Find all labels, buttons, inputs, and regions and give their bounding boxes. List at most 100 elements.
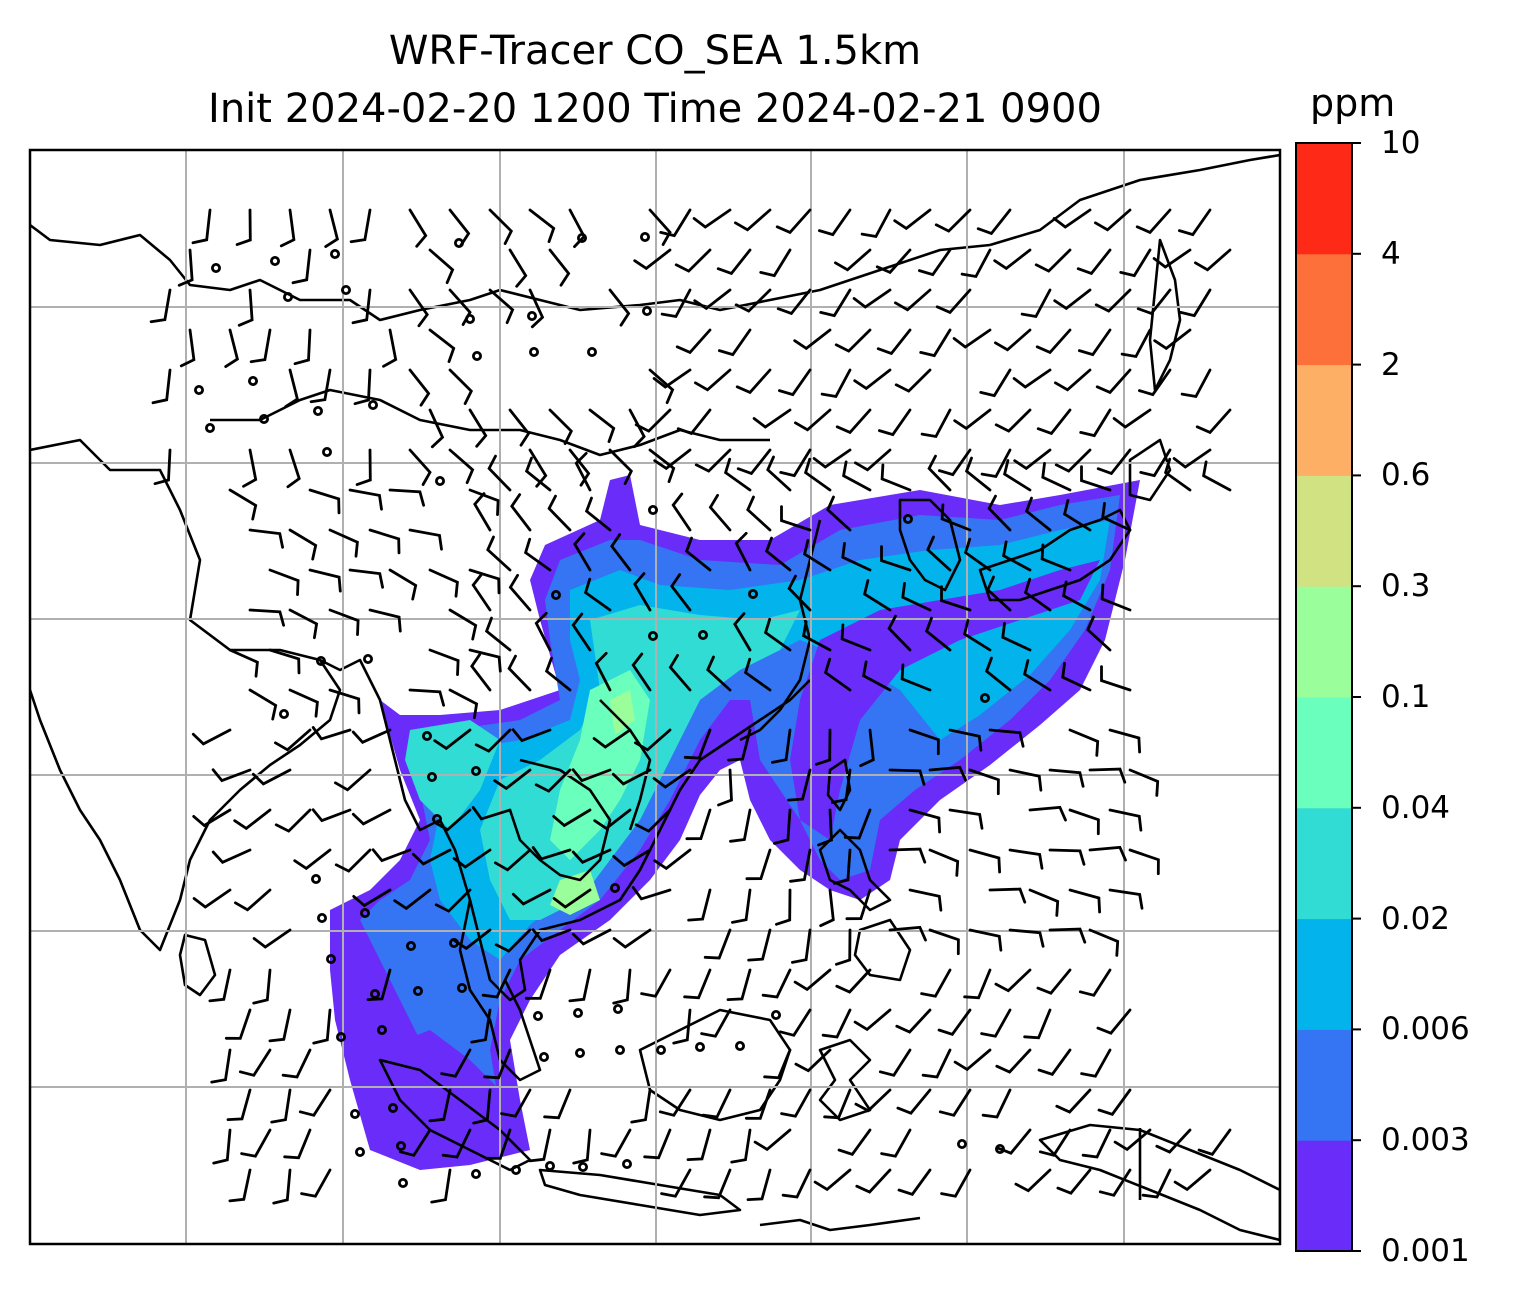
wind-barb xyxy=(528,208,556,243)
wind-barb xyxy=(224,328,240,368)
wind-barb xyxy=(237,288,254,327)
wind-barb xyxy=(953,1048,992,1072)
wind-barb xyxy=(988,887,1027,904)
wind-barb xyxy=(283,1128,312,1160)
wind-barb xyxy=(1062,580,1092,612)
wind-barb xyxy=(674,248,712,273)
wind-barb xyxy=(568,208,586,248)
wind-barb xyxy=(353,368,372,406)
wind-barb xyxy=(937,1008,972,1036)
wind-barb xyxy=(177,248,194,287)
calm-wind-marker xyxy=(529,346,540,357)
wind-barb xyxy=(1023,1008,1052,1040)
wind-barb xyxy=(818,208,852,237)
wind-barb xyxy=(1037,1048,1072,1076)
wind-barb xyxy=(1041,462,1072,492)
wind-barb xyxy=(840,623,872,652)
wind-barb xyxy=(948,728,983,752)
calm-wind-marker xyxy=(545,1161,556,1172)
wind-barb xyxy=(210,1048,232,1084)
wind-barb xyxy=(764,536,792,572)
wind-barb xyxy=(270,1088,292,1124)
wind-barb xyxy=(608,448,634,485)
wind-barb xyxy=(900,663,932,692)
wind-barb xyxy=(634,808,672,833)
wind-barb xyxy=(1172,448,1212,469)
wind-barb xyxy=(1001,622,1032,652)
wind-barb xyxy=(935,288,972,315)
wind-barb xyxy=(1035,328,1072,355)
wind-barb xyxy=(1078,968,1112,997)
colorbar-segment xyxy=(1296,1029,1352,1141)
wind-barb xyxy=(1094,208,1132,232)
wind-barb xyxy=(1048,927,1087,944)
wind-barb xyxy=(791,928,812,964)
wind-barb xyxy=(766,455,792,492)
calm-wind-marker xyxy=(615,1045,626,1056)
wind-barb xyxy=(994,408,1032,433)
wind-barb xyxy=(763,1048,792,1080)
wind-barb xyxy=(252,928,292,949)
korea xyxy=(898,498,962,592)
wind-barb xyxy=(434,808,472,832)
wind-barb xyxy=(611,768,652,786)
calm-wind-marker xyxy=(325,954,336,965)
calm-wind-marker xyxy=(578,1162,589,1173)
wind-barb xyxy=(508,573,532,612)
wind-barb xyxy=(468,488,500,516)
wind-barb xyxy=(523,537,552,572)
sumatra xyxy=(378,1058,532,1172)
wind-barb xyxy=(534,768,572,793)
wind-barb xyxy=(228,1168,252,1203)
wind-barb xyxy=(727,728,752,762)
wind-barb xyxy=(1153,328,1192,351)
wind-barb xyxy=(876,328,912,356)
wind-barb xyxy=(1139,448,1172,478)
wind-barb xyxy=(926,535,952,572)
new-guinea xyxy=(1038,1123,1280,1242)
wind-barb xyxy=(508,248,528,288)
wind-barb xyxy=(1095,368,1132,395)
wind-barb xyxy=(483,1048,512,1080)
wind-barb xyxy=(552,808,592,828)
calm-wind-marker xyxy=(622,1159,633,1170)
wind-barb xyxy=(927,454,952,492)
wind-barb xyxy=(1063,499,1092,532)
wind-barb xyxy=(1003,459,1032,492)
wind-barb xyxy=(652,368,692,389)
wind-barb xyxy=(948,808,984,830)
wind-barb xyxy=(368,528,401,555)
wind-barb xyxy=(648,368,675,405)
wind-barb xyxy=(1023,577,1052,612)
wind-barb xyxy=(1108,808,1143,832)
wind-barb xyxy=(717,768,733,807)
calm-wind-marker xyxy=(527,310,538,321)
wind-barb xyxy=(1113,1128,1152,1152)
wind-barb xyxy=(240,1128,272,1158)
wind-barb xyxy=(854,1088,892,1113)
colorbar-segment xyxy=(1296,807,1352,920)
wind-barb xyxy=(494,848,532,872)
wind-barb xyxy=(351,728,392,744)
calm-wind-marker xyxy=(367,399,378,410)
wind-barb xyxy=(543,1088,572,1120)
wind-barb xyxy=(672,1008,692,1045)
wind-barb xyxy=(191,208,212,245)
wind-barb xyxy=(819,888,835,928)
wind-barb xyxy=(793,968,832,992)
calm-wind-marker xyxy=(210,262,221,273)
wind-barb xyxy=(888,768,926,786)
wind-barb xyxy=(908,728,940,756)
wind-barb xyxy=(494,928,532,953)
wind-barb xyxy=(823,657,852,692)
calm-wind-marker xyxy=(329,248,340,259)
calm-wind-marker xyxy=(903,514,914,525)
calm-wind-marker xyxy=(349,1109,360,1120)
wind-barb xyxy=(734,531,752,572)
calm-wind-marker xyxy=(640,231,651,242)
wind-barb xyxy=(920,968,952,998)
wind-barb xyxy=(468,648,502,673)
wind-barb xyxy=(897,1168,932,1196)
map-gridlines xyxy=(30,150,1280,1244)
wind-barb xyxy=(284,368,300,408)
